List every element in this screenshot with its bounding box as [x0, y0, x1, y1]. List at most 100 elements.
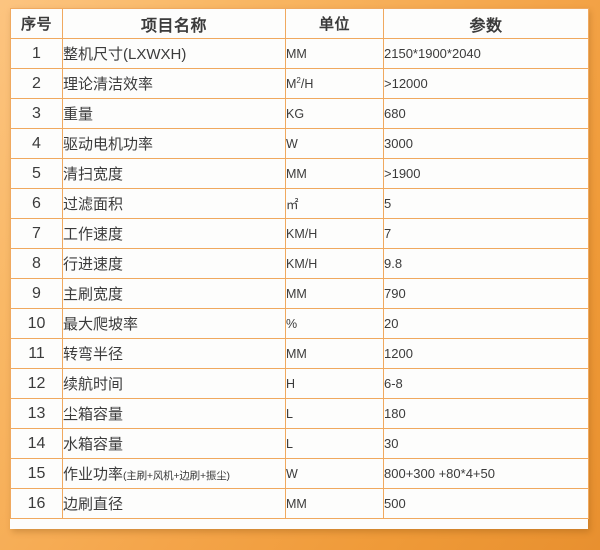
cell-param: >1900	[383, 158, 589, 189]
cell-unit: W	[285, 128, 384, 159]
cell-name-main: 续航时间	[63, 376, 124, 393]
cell-unit: MM	[285, 278, 384, 309]
cell-unit: ㎡	[285, 188, 384, 219]
cell-name-sub: (主刷+风机+边刷+振尘)	[123, 470, 230, 482]
table-row: 6 过滤面积 ㎡ 5	[10, 188, 589, 219]
table-header: 序号 项目名称 单位 参数	[10, 8, 589, 39]
cell-unit: KM/H	[285, 248, 384, 279]
cell-unit-main: %	[286, 316, 298, 331]
cell-seq: 1	[10, 38, 63, 69]
cell-name-main: 行进速度	[63, 256, 124, 273]
cell-unit-main: W	[286, 136, 298, 151]
cell-unit-main: W	[286, 466, 298, 481]
cell-name: 重量	[62, 98, 286, 129]
cell-name-main: 水箱容量	[63, 436, 124, 453]
cell-unit-main: L	[286, 406, 293, 421]
cell-param: 6-8	[383, 368, 589, 399]
cell-unit: L	[285, 428, 384, 459]
cell-unit: KM/H	[285, 218, 384, 249]
cell-param: 5	[383, 188, 589, 219]
cell-unit: MM	[285, 488, 384, 519]
cell-unit: MM	[285, 158, 384, 189]
cell-unit: KG	[285, 98, 384, 129]
cell-unit-tail: /H	[300, 77, 314, 92]
cell-param: 20	[383, 308, 589, 339]
cell-unit: %	[285, 308, 384, 339]
cell-unit-exponent: 2	[296, 75, 301, 85]
table-row: 12 续航时间 H 6-8	[10, 368, 589, 399]
cell-name-main: 尘箱容量	[63, 406, 124, 423]
table-row: 5 清扫宽度 MM >1900	[10, 158, 589, 189]
cell-seq: 9	[10, 278, 63, 309]
table-row: 2 理论清洁效率 M2/H >12000	[10, 68, 589, 99]
cell-param: 800+300 +80*4+50	[383, 458, 589, 489]
cell-name-main: 工作速度	[63, 226, 124, 243]
cell-name: 行进速度	[62, 248, 286, 279]
cell-param: 1200	[383, 338, 589, 369]
cell-unit: MM	[285, 338, 384, 369]
cell-seq: 7	[10, 218, 63, 249]
cell-param: 30	[383, 428, 589, 459]
cell-unit-main: ㎡	[286, 198, 299, 212]
specification-table: 序号 项目名称 单位 参数 1 整机尺寸(LXWXH) MM 2150*1900*20…	[10, 8, 589, 519]
table-body: 1 整机尺寸(LXWXH) MM 2150*1900*2040 2 理论清洁效率 M2/H >…	[10, 38, 589, 519]
cell-seq: 10	[10, 308, 63, 339]
cell-param: 2150*1900*2040	[383, 38, 589, 69]
cell-name-main: 清扫宽度	[63, 166, 124, 183]
cell-seq: 15	[10, 458, 63, 489]
column-header-unit: 单位	[285, 8, 384, 39]
cell-name-main: 重量	[63, 106, 94, 123]
table-row: 7 工作速度 KM/H 7	[10, 218, 589, 249]
cell-name-main: 理论清洁效率	[63, 76, 154, 93]
cell-param: 7	[383, 218, 589, 249]
cell-seq: 12	[10, 368, 63, 399]
cell-name: 工作速度	[62, 218, 286, 249]
table-row: 13 尘箱容量 L 180	[10, 398, 589, 429]
spec-sheet: 序号 项目名称 单位 参数 1 整机尺寸(LXWXH) MM 2150*1900*20…	[10, 8, 589, 529]
table-row: 11 转弯半径 MM 1200	[10, 338, 589, 369]
cell-param: 9.8	[383, 248, 589, 279]
cell-name-main: 过滤面积	[63, 196, 124, 213]
cell-seq: 13	[10, 398, 63, 429]
cell-name: 转弯半径	[62, 338, 286, 369]
cell-name: 尘箱容量	[62, 398, 286, 429]
cell-param: 680	[383, 98, 589, 129]
cell-name-main: 整机尺寸(LXWXH)	[63, 46, 187, 63]
column-header-name: 项目名称	[62, 8, 286, 39]
cell-unit: MM	[285, 38, 384, 69]
cell-name: 边刷直径	[62, 488, 286, 519]
cell-seq: 2	[10, 68, 63, 99]
cell-unit-main: KG	[286, 106, 305, 121]
cell-unit: H	[285, 368, 384, 399]
cell-name: 驱动电机功率	[62, 128, 286, 159]
cell-name-main: 驱动电机功率	[63, 136, 154, 153]
cell-unit-main: L	[286, 436, 293, 451]
table-row: 3 重量 KG 680	[10, 98, 589, 129]
table-row: 4 驱动电机功率 W 3000	[10, 128, 589, 159]
cell-name: 水箱容量	[62, 428, 286, 459]
table-row: 8 行进速度 KM/H 9.8	[10, 248, 589, 279]
cell-unit: W	[285, 458, 384, 489]
cell-name-main: 主刷宽度	[63, 286, 124, 303]
cell-seq: 4	[10, 128, 63, 159]
cell-unit-main: MM	[286, 286, 307, 301]
cell-name-main: 转弯半径	[63, 346, 124, 363]
cell-name: 整机尺寸(LXWXH)	[62, 38, 286, 69]
table-row: 14 水箱容量 L 30	[10, 428, 589, 459]
cell-name: 清扫宽度	[62, 158, 286, 189]
cell-name: 主刷宽度	[62, 278, 286, 309]
cell-seq: 8	[10, 248, 63, 279]
column-header-param: 参数	[383, 8, 589, 39]
cell-unit: M2/H	[285, 68, 384, 99]
cell-name: 作业功率(主刷+风机+边刷+振尘)	[62, 458, 286, 489]
table-row: 10 最大爬坡率% 20	[10, 308, 589, 339]
table-row: 9 主刷宽度 MM 790	[10, 278, 589, 309]
cell-unit-main: MM	[286, 496, 307, 511]
cell-name-main: 最大爬坡率	[63, 316, 139, 333]
cell-unit-main: M	[286, 77, 297, 92]
cell-name-main: 作业功率	[63, 466, 124, 483]
cell-unit-main: MM	[286, 166, 307, 181]
cell-name-main: 边刷直径	[63, 496, 124, 513]
cell-param: 3000	[383, 128, 589, 159]
